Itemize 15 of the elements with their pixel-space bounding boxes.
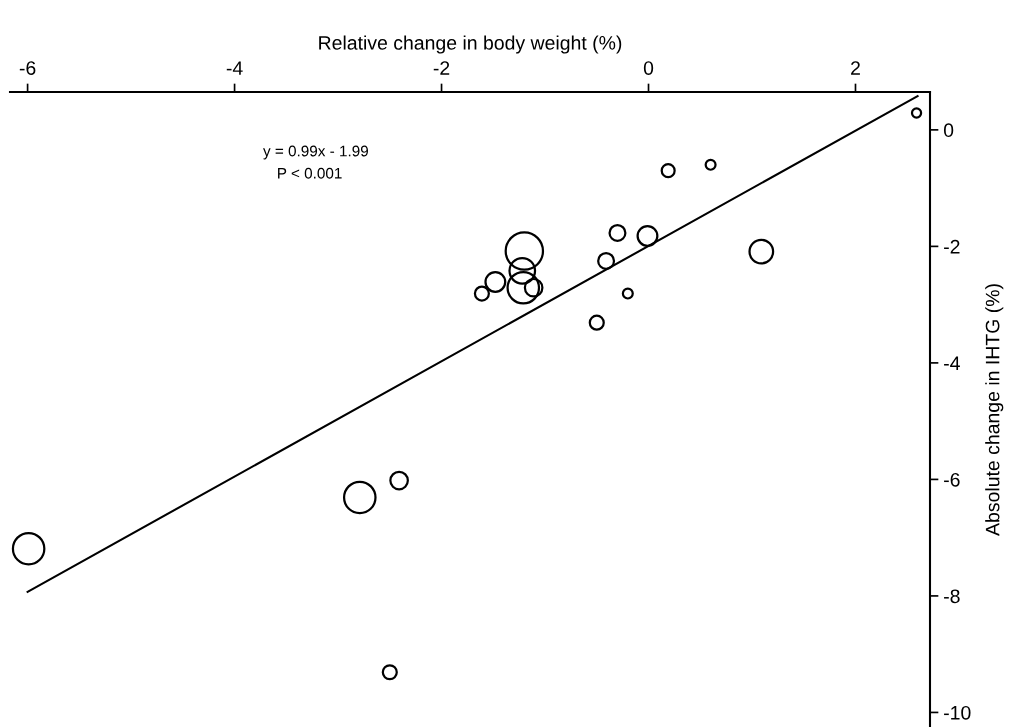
y-tick-label: -2	[944, 239, 960, 254]
y-tick-label: -6	[944, 472, 960, 487]
y-tick-label: -4	[944, 356, 960, 370]
x-tick-label: -4	[226, 61, 243, 75]
y-axis-title: Absolute change in IHTG (%)	[985, 284, 1004, 536]
y-tick-label: -10	[944, 705, 971, 720]
x-axis-title: Relative change in body weight (%)	[319, 35, 622, 54]
y-tick-label: 0	[943, 123, 954, 138]
annotation: y = 0.99x - 1.99	[263, 145, 369, 160]
y-tick-label: -8	[944, 589, 960, 604]
annotation: P < 0.001	[278, 167, 342, 179]
x-tick-label: 0	[643, 61, 654, 75]
x-tick-label: -6	[19, 61, 36, 75]
x-tick-label: 2	[851, 61, 860, 75]
x-tick-label: -2	[433, 61, 450, 75]
